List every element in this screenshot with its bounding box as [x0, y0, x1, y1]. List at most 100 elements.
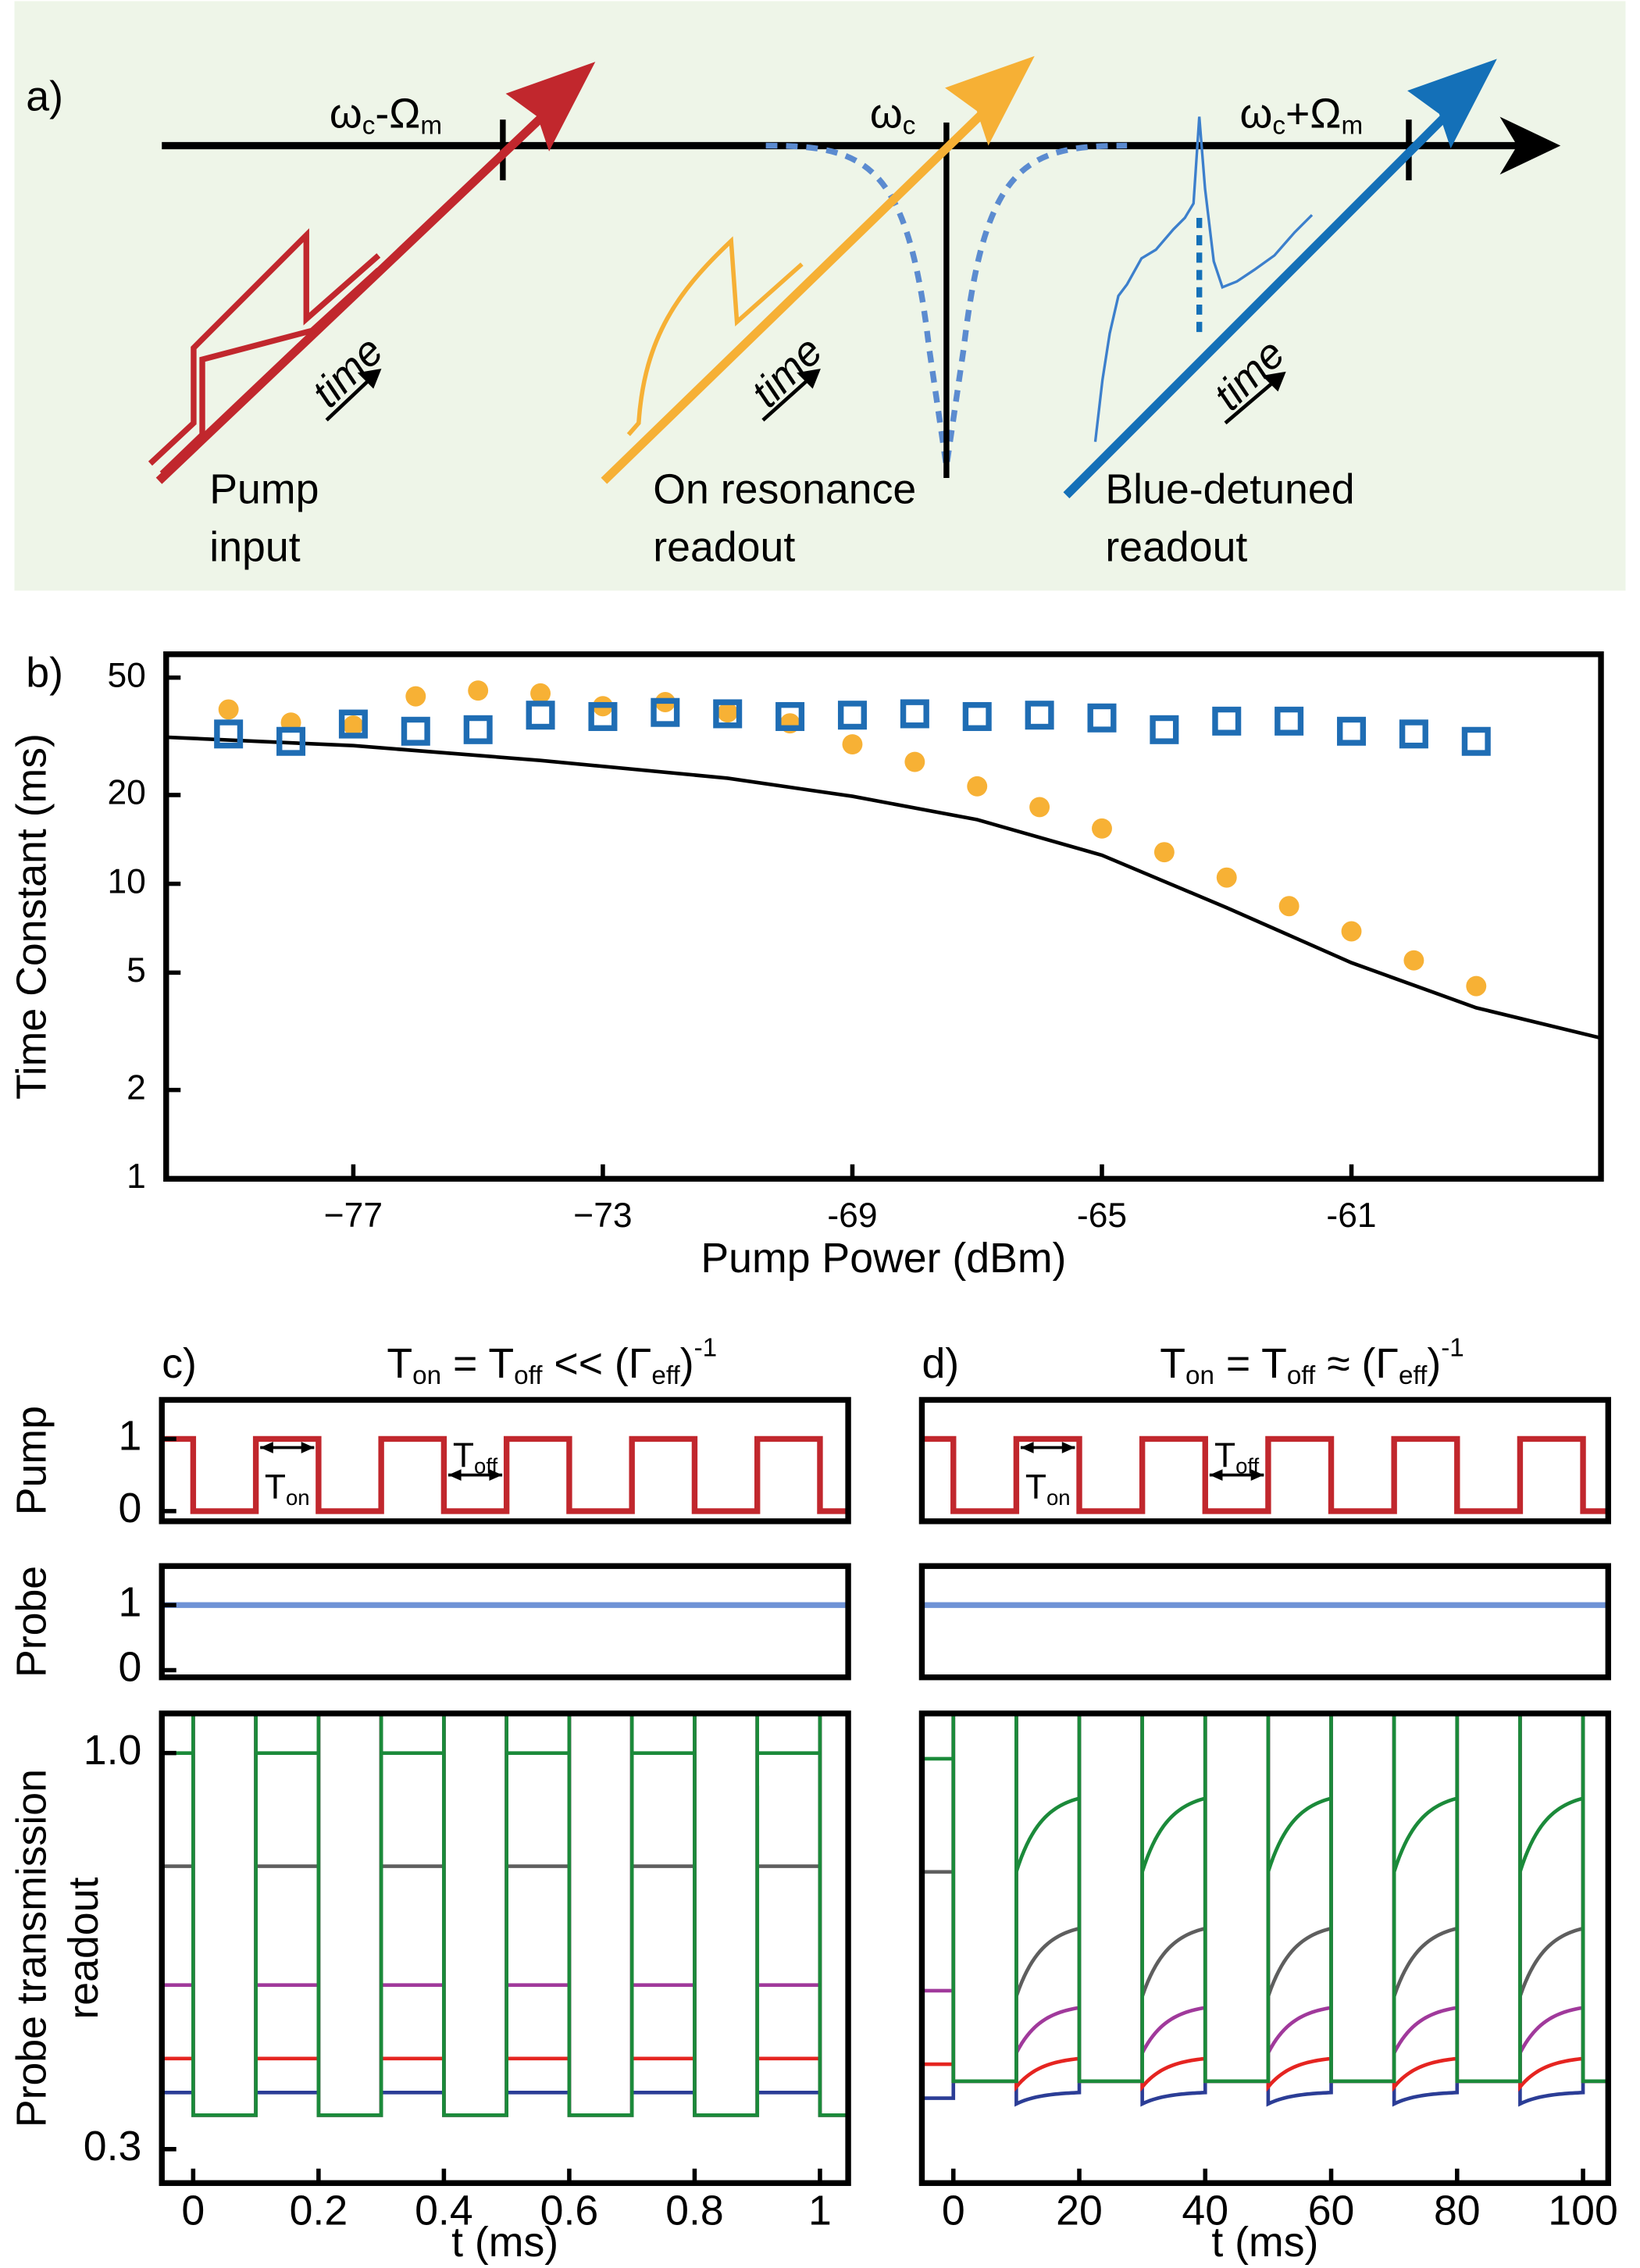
point [1216, 867, 1237, 888]
text-run: T [387, 1340, 412, 1387]
arrow-label: On resonance [653, 466, 916, 513]
x-axis-label: t (ms) [1211, 2219, 1318, 2266]
point [588, 701, 618, 731]
arrowhead [505, 62, 596, 152]
pump-trace [922, 1435, 1609, 1514]
y-tick-label: 0 [118, 1644, 141, 1691]
point [1092, 818, 1112, 839]
panel-a: a) [14, 1, 1626, 591]
text-run: T [1214, 1436, 1235, 1475]
point [276, 726, 306, 756]
arrow-label: Blue-detuned [1105, 466, 1354, 513]
arrow-label: input [209, 524, 300, 571]
text-run: T [265, 1468, 286, 1507]
x-tick-label: 0 [942, 2187, 965, 2234]
point [338, 709, 368, 739]
fit-line [166, 735, 1602, 1040]
arrowhead [1061, 1442, 1075, 1453]
text-run: off [1235, 1454, 1259, 1478]
arrowhead [301, 1442, 315, 1453]
plot-frame [159, 1396, 851, 1524]
text-run: -1 [694, 1333, 718, 1362]
plot-area [922, 1435, 1609, 1514]
x-tick-label: -61 [1326, 1196, 1376, 1235]
point [1150, 715, 1179, 744]
point [904, 751, 925, 772]
point [1466, 975, 1487, 997]
plot-frame [163, 651, 1604, 1182]
text-run: +Ω [1285, 91, 1341, 137]
text-run: << (Γ [542, 1340, 651, 1387]
time-arrow [1224, 371, 1286, 425]
y-tick-label: 1 [118, 1413, 141, 1460]
text-run: T [453, 1436, 474, 1475]
y-axis-label: readout [60, 1878, 107, 2020]
readout-trace [922, 1713, 1609, 2084]
x-tick-label: 60 [1308, 2187, 1355, 2234]
text-run: T [1160, 1340, 1185, 1387]
arrowhead [1407, 59, 1497, 149]
point [775, 701, 805, 731]
plot-area [162, 1713, 849, 2117]
plot-area [922, 1713, 1609, 2107]
arrowhead [1020, 1442, 1034, 1453]
point [1278, 896, 1300, 917]
resonance-dip [765, 142, 1128, 467]
point [343, 715, 364, 736]
panel-label: d) [922, 1340, 959, 1387]
point [967, 776, 988, 797]
readout-pulse [626, 236, 804, 437]
time-arrow [761, 369, 821, 422]
text-run: ) [1427, 1340, 1441, 1387]
arrowhead [260, 1442, 273, 1453]
x-tick-label: 1 [808, 2187, 832, 2234]
arrowhead [1250, 1469, 1264, 1482]
interval-label: Ton [265, 1468, 310, 1510]
point [1025, 701, 1054, 730]
x-tick-label: 0 [181, 2187, 205, 2234]
panel-label: a) [26, 73, 63, 119]
pump-trace [162, 1435, 849, 1514]
text-run: c [1272, 111, 1285, 140]
x-tick-label: 20 [1056, 2187, 1103, 2234]
y-tick-label: 50 [107, 656, 145, 694]
point [214, 719, 244, 749]
text-run: off [514, 1361, 543, 1390]
blue-trace [1093, 116, 1314, 442]
y-axis-label: Probe transmission [9, 1769, 55, 2127]
point [1461, 726, 1491, 756]
interval-label: Toff [453, 1436, 498, 1478]
text-run: ω [330, 91, 362, 137]
panel-title: Ton = Toff ≈ (Γeff)-1 [1160, 1333, 1464, 1389]
text-run: ω [870, 91, 903, 137]
text-run: = T [1214, 1340, 1287, 1387]
text-run: on [1046, 1485, 1071, 1510]
text-run: off [1287, 1361, 1316, 1390]
point [526, 701, 555, 730]
plot-area [162, 1435, 849, 1514]
point [651, 697, 680, 727]
text-run: on [286, 1485, 310, 1510]
text-run: off [474, 1454, 497, 1478]
y-tick-label: 1.0 [84, 1727, 142, 1774]
y-tick-label: 5 [127, 951, 146, 990]
point [1212, 706, 1242, 736]
text-run: c [903, 111, 916, 140]
arrowhead [489, 1469, 503, 1482]
panel-title: Ton = Toff << (Γeff)-1 [387, 1333, 717, 1389]
text-run: on [1185, 1361, 1214, 1390]
readout-trace [922, 1713, 1609, 2092]
text-run: eff [1399, 1361, 1428, 1390]
text-run: = T [441, 1340, 514, 1387]
interval-label: Ton [1025, 1468, 1071, 1510]
x-tick-label: −77 [324, 1196, 383, 1235]
y-tick-label: 20 [107, 774, 145, 812]
point [463, 715, 493, 744]
y-axis-label: Pump [9, 1406, 55, 1515]
plot-area [166, 680, 1602, 1040]
x-tick-label: -69 [827, 1196, 877, 1235]
arrow-label: readout [653, 524, 795, 571]
y-axis-label: Probe [9, 1566, 55, 1678]
x-tick-label: 0.2 [290, 2187, 348, 2234]
